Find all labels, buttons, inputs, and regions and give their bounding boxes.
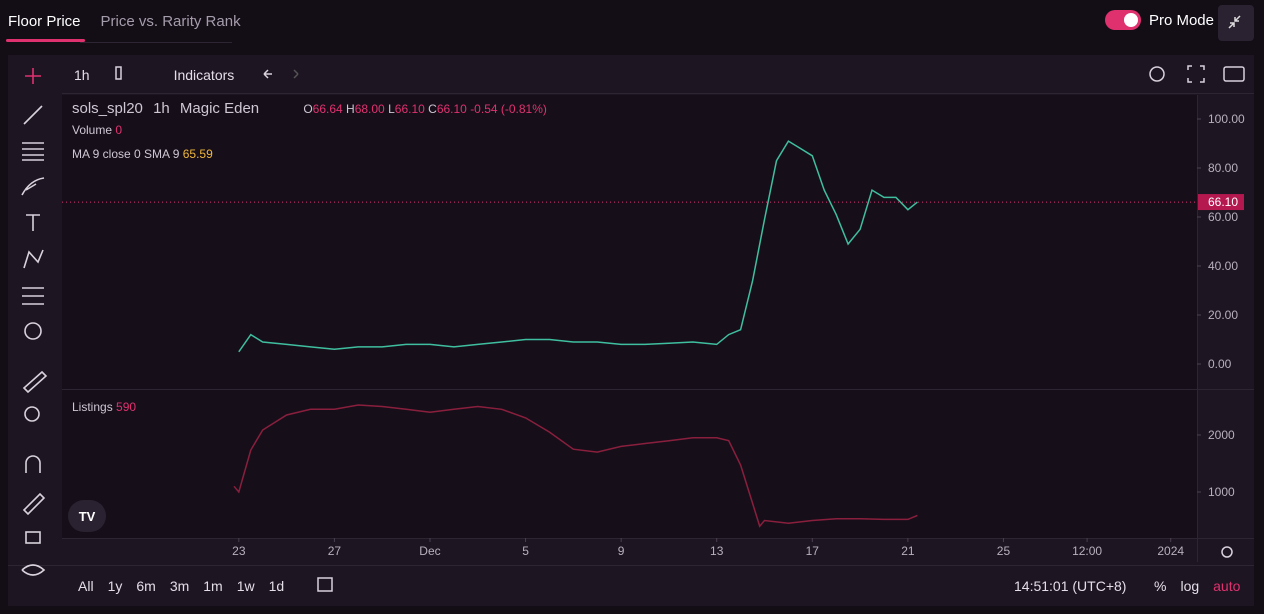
tab[interactable]: Price vs. Rarity Rank bbox=[100, 13, 241, 30]
x-tick-label: 9 bbox=[618, 544, 625, 558]
ohlc-value: 66.64 bbox=[312, 102, 343, 116]
pattern-tool[interactable] bbox=[23, 249, 44, 269]
tab[interactable]: Floor Price bbox=[0, 0, 89, 44]
zoom-tool[interactable] bbox=[24, 406, 40, 422]
chart-legend: sols_spl20 1h Magic Eden O66.64 H68.00 L… bbox=[72, 100, 547, 161]
scale-buttons: % log auto bbox=[1154, 578, 1240, 594]
x-tick-label: 5 bbox=[522, 544, 529, 558]
y-tick-label: 1000 bbox=[1208, 485, 1235, 499]
volume-label: Volume bbox=[72, 123, 113, 137]
left-toolbar bbox=[21, 68, 48, 576]
data-line bbox=[233, 404, 918, 528]
x-tick-label: Dec bbox=[419, 544, 440, 558]
brush-tool[interactable] bbox=[21, 177, 45, 196]
x-tick-label: 25 bbox=[997, 544, 1011, 558]
range-button[interactable]: 1y bbox=[107, 578, 123, 594]
line-tool[interactable] bbox=[23, 105, 43, 125]
lock-tool[interactable] bbox=[25, 531, 41, 544]
hide-tool[interactable] bbox=[21, 564, 46, 576]
symbol: sols_spl20 bbox=[72, 100, 143, 117]
y-tick-label: 20.00 bbox=[1208, 308, 1238, 322]
fullscreen-button[interactable] bbox=[1187, 65, 1205, 83]
ohlc-label: H bbox=[346, 102, 355, 116]
tv-logo-text: TV bbox=[79, 509, 96, 524]
tabs: Floor Price Price vs. Rarity Rank bbox=[0, 0, 253, 44]
legend-interval: 1h bbox=[153, 100, 170, 117]
x-tick-label: 23 bbox=[232, 544, 246, 558]
y-tick-label: 2000 bbox=[1208, 428, 1235, 442]
pro-mode-label: Pro Mode bbox=[1148, 11, 1214, 29]
tv-logo bbox=[68, 500, 106, 532]
ohlc-value: 66.10 bbox=[394, 102, 425, 116]
collapse-button[interactable] bbox=[1218, 5, 1254, 41]
prediction-tool[interactable] bbox=[22, 287, 44, 305]
listings-legend: Listings 590 bbox=[72, 400, 136, 414]
indicators-button[interactable]: Indicators bbox=[173, 67, 235, 83]
y-tick-label: 80.00 bbox=[1208, 161, 1238, 175]
ohlc-label: O bbox=[303, 102, 313, 116]
scale-button[interactable]: % bbox=[1154, 578, 1167, 594]
y-tick-label: 100.00 bbox=[1208, 112, 1245, 126]
ma-label: MA 9 close 0 SMA 9 bbox=[72, 147, 180, 161]
range-button[interactable]: 6m bbox=[136, 578, 156, 594]
ma-value: 65.59 bbox=[182, 147, 213, 161]
change: -0.54 (-0.81%) bbox=[470, 102, 547, 116]
ohlc-label: C bbox=[428, 102, 437, 116]
x-tick-label: 12:00 bbox=[1072, 544, 1102, 558]
scale-button[interactable]: log bbox=[1180, 578, 1200, 594]
range-button[interactable]: 3m bbox=[169, 578, 190, 594]
pro-mode: Pro Mode bbox=[1104, 10, 1214, 30]
x-tick-label: 17 bbox=[806, 544, 820, 558]
range-button[interactable]: 1w bbox=[236, 578, 255, 594]
x-tick-label: 21 bbox=[901, 544, 915, 558]
x-tick-label: 27 bbox=[328, 544, 342, 558]
ruler-tool[interactable] bbox=[22, 370, 48, 394]
plot-bg bbox=[62, 95, 1197, 538]
redo-button[interactable] bbox=[293, 69, 299, 79]
clock: 14:51:01 (UTC+8) bbox=[1014, 578, 1127, 594]
top-icons bbox=[115, 65, 1245, 592]
fib-tool[interactable] bbox=[22, 142, 44, 161]
x-tick-label: 13 bbox=[710, 544, 724, 558]
crosshair-tool[interactable] bbox=[25, 68, 41, 84]
undo-button[interactable] bbox=[263, 69, 272, 79]
settings-button[interactable] bbox=[1149, 66, 1165, 82]
x-tick-label: 2024 bbox=[1157, 544, 1184, 558]
listings-value: 590 bbox=[116, 400, 137, 414]
ohlc-value: 68.00 bbox=[354, 102, 385, 116]
emoji-tool[interactable] bbox=[24, 322, 42, 340]
collapse-icon bbox=[1228, 15, 1241, 29]
magnet-tool[interactable] bbox=[25, 455, 41, 473]
chart-type-button[interactable] bbox=[115, 66, 122, 80]
current-price-badge bbox=[1198, 194, 1244, 211]
volume-value: 0 bbox=[115, 123, 123, 137]
interval-button[interactable]: 1h bbox=[74, 67, 90, 83]
range-button[interactable]: 1d bbox=[268, 578, 285, 594]
ohlc-value: 66.10 bbox=[436, 102, 467, 116]
range-button[interactable]: 1m bbox=[203, 578, 223, 594]
bottom-toolbar: All 1y 6m 3m 1m 1w 1d 14:51:01 (UTC+8) % log aut… bbox=[62, 570, 1254, 602]
exchange: Magic Eden bbox=[179, 100, 260, 117]
y-tick-label: 60.00 bbox=[1208, 210, 1238, 224]
timezone-settings[interactable] bbox=[1221, 546, 1233, 558]
range-buttons: All 1y 6m 3m 1m 1w 1d bbox=[78, 578, 284, 594]
listings-label: Listings bbox=[72, 400, 113, 414]
ohlc-label: L bbox=[388, 102, 395, 116]
lock-draw-tool[interactable] bbox=[22, 492, 46, 516]
y-tick-label: 40.00 bbox=[1208, 259, 1238, 273]
scale-button[interactable]: auto bbox=[1213, 578, 1241, 594]
date-range-button[interactable] bbox=[317, 577, 333, 592]
y-tick-label: 0.00 bbox=[1208, 357, 1232, 371]
range-button[interactable]: All bbox=[78, 578, 94, 594]
screenshot-button[interactable] bbox=[1223, 66, 1245, 82]
text-tool[interactable] bbox=[26, 214, 40, 231]
data-line bbox=[238, 140, 918, 353]
top-toolbar: 1h Indicators bbox=[62, 57, 234, 93]
toggle[interactable] bbox=[1104, 10, 1141, 30]
current-price-label: 66.10 bbox=[1208, 195, 1238, 209]
tab-line bbox=[80, 42, 232, 43]
